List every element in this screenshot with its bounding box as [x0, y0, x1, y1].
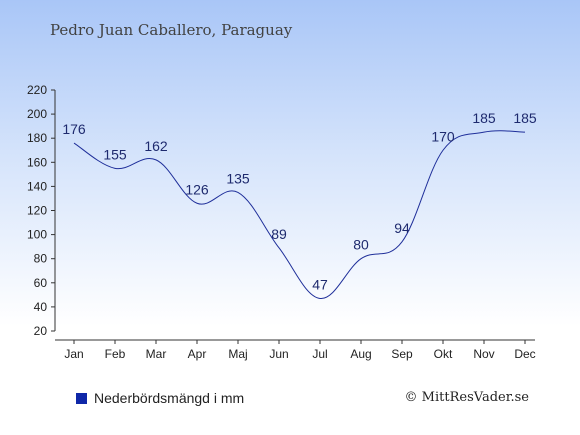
- data-label: 185: [472, 110, 496, 126]
- y-tick-label: 80: [34, 252, 48, 266]
- y-tick-label: 180: [27, 131, 47, 145]
- data-label: 80: [353, 237, 369, 253]
- x-tick-label: Feb: [105, 347, 126, 361]
- y-tick-label: 40: [34, 300, 48, 314]
- series-line: [73, 130, 526, 299]
- legend-label: Nederbördsmängd i mm: [94, 390, 245, 406]
- y-tick-label: 60: [34, 276, 48, 290]
- data-label: 126: [185, 181, 209, 197]
- x-tick-label: Dec: [514, 347, 535, 361]
- data-label: 170: [431, 128, 455, 144]
- x-tick-label: Apr: [188, 347, 207, 361]
- y-tick-label: 220: [27, 83, 47, 97]
- y-tick-label: 140: [27, 179, 47, 193]
- legend-swatch: [76, 392, 87, 404]
- data-label: 185: [513, 110, 537, 126]
- x-tick-label: Sep: [391, 347, 413, 361]
- x-tick-label: Aug: [350, 347, 371, 361]
- x-tick-label: Mar: [146, 347, 167, 361]
- y-tick-label: 160: [27, 155, 47, 169]
- x-tick-label: Okt: [434, 347, 453, 361]
- x-tick-label: Jun: [269, 347, 288, 361]
- x-tick-label: Nov: [473, 347, 494, 361]
- data-label: 47: [312, 276, 328, 292]
- data-label: 135: [226, 170, 250, 186]
- y-tick-label: 120: [27, 204, 47, 218]
- x-tick-label: Jul: [312, 347, 327, 361]
- y-tick-label: 20: [34, 324, 48, 338]
- x-tick-label: Maj: [228, 347, 247, 361]
- data-label: 94: [394, 220, 410, 236]
- copyright-text: © MittResVader.se: [404, 390, 529, 405]
- data-label: 176: [62, 121, 86, 137]
- data-label: 162: [144, 138, 168, 154]
- x-tick-label: Jan: [64, 347, 83, 361]
- data-label: 155: [103, 146, 127, 162]
- y-tick-label: 200: [27, 107, 47, 121]
- chart-title: Pedro Juan Caballero, Paraguay: [50, 21, 293, 39]
- legend: Nederbördsmängd i mm: [76, 390, 244, 406]
- data-label: 89: [271, 226, 287, 242]
- y-tick-label: 100: [27, 228, 47, 242]
